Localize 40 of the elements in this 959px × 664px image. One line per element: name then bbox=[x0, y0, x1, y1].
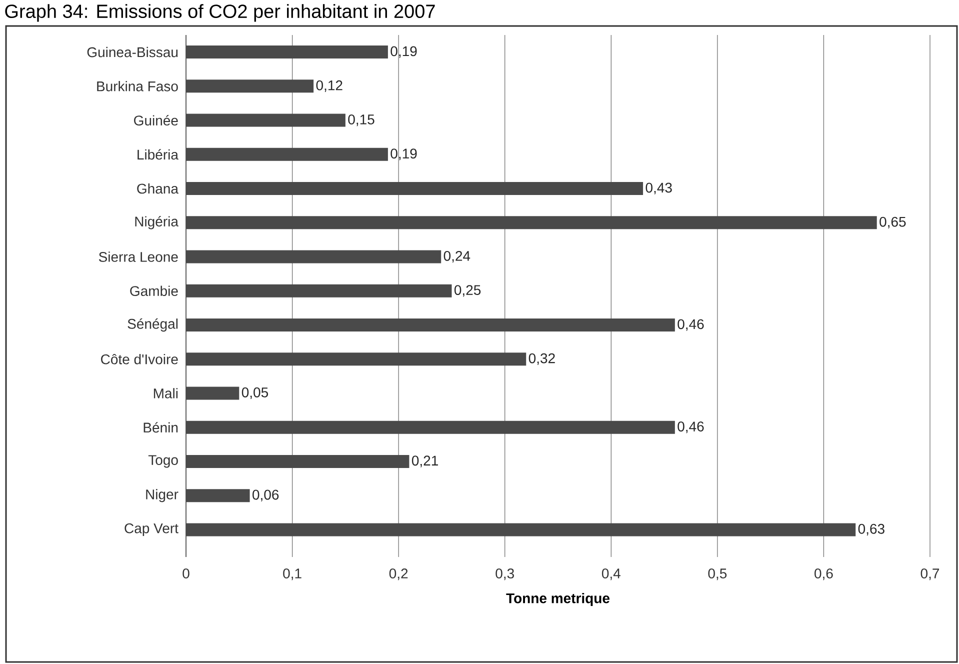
y-tick-label: Gambie bbox=[130, 286, 178, 296]
y-tick-label: Togo bbox=[148, 455, 178, 468]
y-tick-label: Niger bbox=[146, 489, 178, 502]
data-label: 0,24 bbox=[444, 250, 470, 263]
data-label: 0,05 bbox=[242, 387, 268, 400]
data-label: 0,46 bbox=[678, 422, 704, 434]
data-label: 0,12 bbox=[316, 80, 342, 92]
y-tick-label: Guinée bbox=[134, 115, 178, 126]
data-label: 0,19 bbox=[390, 46, 417, 58]
data-label: 0,63 bbox=[858, 524, 884, 536]
x-tick-label: 0,1 bbox=[283, 568, 302, 580]
y-tick-label: Ghana bbox=[137, 183, 178, 194]
data-label: 0,65 bbox=[880, 216, 906, 228]
y-tick-label: Burkina Faso bbox=[97, 81, 178, 92]
x-tick-label: 0,6 bbox=[814, 568, 833, 580]
data-label: 0,32 bbox=[528, 353, 555, 365]
data-label: 0,43 bbox=[646, 182, 672, 194]
y-tick-label: Bénin bbox=[144, 422, 178, 433]
data-label: 0,15 bbox=[348, 114, 374, 126]
x-tick-label: 0,2 bbox=[389, 568, 408, 580]
x-axis-title: Tonne metrique bbox=[506, 592, 610, 606]
x-tick-label: 0 bbox=[182, 568, 190, 578]
x-tick-label: 0,4 bbox=[602, 568, 620, 580]
y-tick-label: Libéria bbox=[138, 149, 178, 160]
y-tick-label: Mali bbox=[154, 388, 178, 398]
data-label: 0,46 bbox=[678, 319, 704, 331]
data-label: 0,06 bbox=[252, 490, 279, 502]
data-label: 0,19 bbox=[390, 148, 417, 160]
data-label: 0,25 bbox=[454, 285, 481, 297]
y-tick-label: Guinea-Bissau bbox=[87, 46, 178, 58]
data-label: 0,21 bbox=[412, 456, 438, 468]
x-tick-label: 0,7 bbox=[920, 568, 940, 580]
x-tick-label: 0,5 bbox=[708, 568, 727, 580]
y-tick-label: Côte d'Ivoire bbox=[101, 354, 178, 364]
x-tick-label: 0,3 bbox=[496, 568, 514, 580]
y-tick-label: Sierra Leone bbox=[98, 252, 178, 262]
y-tick-label: Sénégal bbox=[128, 318, 178, 332]
y-tick-label: Cap Vert bbox=[124, 523, 178, 536]
chart-title: Graph 34: Emissions of CO2 per inhabitant in 2007 bbox=[5, 4, 435, 22]
y-tick-label: Nigéria bbox=[135, 216, 178, 230]
